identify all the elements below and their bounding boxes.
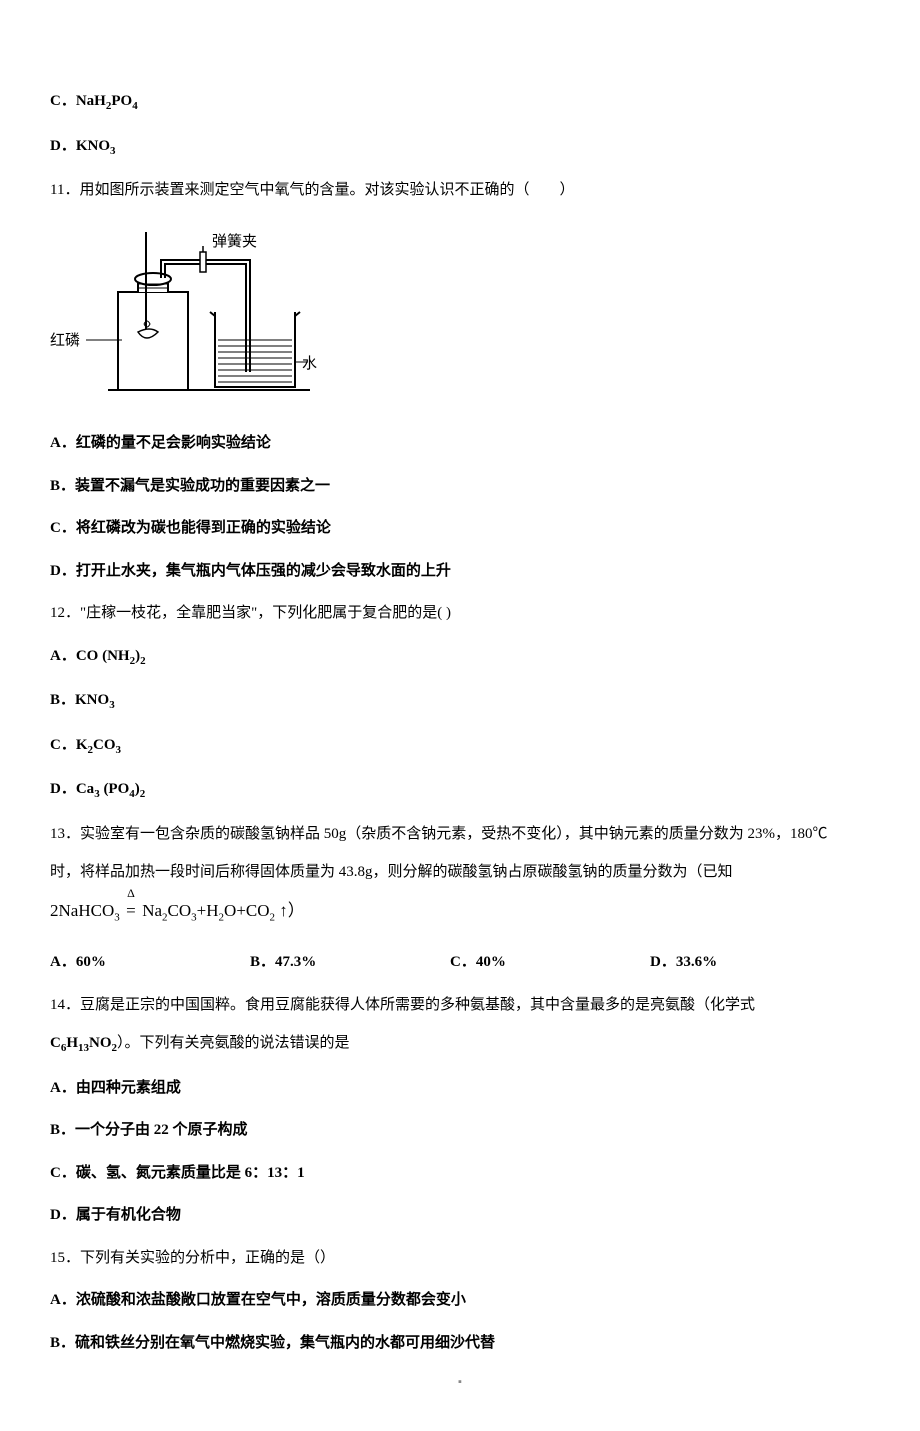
q14-option-b: B．一个分子由 22 个原子构成 — [50, 1119, 870, 1142]
q12-option-d: D．Ca3 (PO4)2 — [50, 778, 870, 803]
q13-eq-r4: +H — [197, 901, 219, 920]
q12-d-p2: (PO — [100, 781, 130, 797]
label-clamp: 弹簧夹 — [212, 233, 257, 250]
q10-optc-p2: PO — [111, 93, 132, 109]
q12-d-prefix: D． — [50, 781, 76, 797]
q11-stem-text: 用如图所示装置来测定空气中氧气的含量。对该实验认识不正确的（ ） — [79, 182, 574, 198]
q15-option-a: A．浓硫酸和浓盐酸敞口放置在空气中，溶质质量分数都会变小 — [50, 1289, 870, 1312]
q15-stem-text: 下列有关实验的分析中，正确的是（） — [80, 1250, 335, 1266]
label-phosphorus: 红磷 — [50, 332, 80, 349]
q13-equation: 2NaHCO3 Δ= Na2CO3+H2O+CO2 ↑） — [50, 898, 870, 926]
q14-s2-p2: 13 — [78, 1042, 89, 1054]
q12-option-b: B．KNO3 — [50, 689, 870, 714]
q12-b-p1: 3 — [109, 699, 115, 711]
q10-optd-p0: KNO — [76, 138, 110, 154]
q13-eq-r7: 2 — [270, 911, 276, 923]
q14-s2-prefix: C — [50, 1035, 61, 1051]
q11-option-b: B．装置不漏气是实验成功的重要因素之一 — [50, 475, 870, 498]
q13-option-c: C．40% — [450, 951, 650, 974]
q11-figure: 弹簧夹 红磷 水 — [50, 222, 870, 415]
q10-optc-p0: NaH — [76, 93, 106, 109]
q11-stem: 11．用如图所示装置来测定空气中氧气的含量。对该实验认识不正确的（ ） — [50, 179, 870, 202]
heating-condition-icon: Δ= — [124, 898, 138, 924]
q12-d-p0: Ca — [76, 781, 94, 797]
q13-options-row: A．60% B．47.3% C．40% D．33.6% — [50, 951, 870, 974]
q11-number: 11． — [50, 182, 79, 198]
q13-eq-close: ） — [288, 901, 305, 920]
q15-stem: 15．下列有关实验的分析中，正确的是（） — [50, 1247, 870, 1270]
q12-option-c: C．K2CO3 — [50, 734, 870, 759]
q14-option-c: C．碳、氢、氮元素质量比是 6：13：1 — [50, 1162, 870, 1185]
q13-stem-line2: 时，将样品加热一段时间后称得固体质量为 43.8g，则分解的碳酸氢钠占原碳酸氢钠… — [50, 861, 870, 884]
q11-option-d: D．打开止水夹，集气瓶内气体压强的减少会导致水面的上升 — [50, 560, 870, 583]
q12-b-prefix: B． — [50, 692, 75, 708]
q15-option-b: B．硫和铁丝分别在氧气中燃烧实验，集气瓶内的水都可用细沙代替 — [50, 1332, 870, 1355]
page-marker: ▪ — [50, 1374, 870, 1391]
q11-option-a: A．红磷的量不足会影响实验结论 — [50, 432, 870, 455]
q10-option-c: C．NaH2PO4 — [50, 90, 870, 115]
q14-s2-p1: H — [66, 1035, 78, 1051]
q10-optd-prefix: D． — [50, 138, 76, 154]
q10-optc-p3: 4 — [132, 100, 138, 112]
q14-s2-p3: NO — [89, 1035, 112, 1051]
q12-c-p2: CO — [93, 737, 116, 753]
q12-a-p3: 2 — [140, 655, 146, 667]
q13-option-b: B．47.3% — [250, 951, 450, 974]
q12-a-p0: CO (NH — [76, 648, 130, 664]
q12-b-p0: KNO — [75, 692, 109, 708]
q13-eq-r6: O+CO — [224, 901, 269, 920]
q14-option-a: A．由四种元素组成 — [50, 1077, 870, 1100]
apparatus-diagram-icon: 弹簧夹 红磷 水 — [50, 222, 320, 407]
q11-option-c: C．将红磷改为碳也能得到正确的实验结论 — [50, 517, 870, 540]
q14-stem1-text: 豆腐是正宗的中国国粹。食用豆腐能获得人体所需要的多种氨基酸，其中含量最多的是亮氨… — [80, 997, 755, 1013]
q13-option-a: A．60% — [50, 951, 250, 974]
q13-eq-r2: CO — [168, 901, 192, 920]
q12-c-p3: 3 — [116, 744, 122, 756]
q10-option-d: D．KNO3 — [50, 135, 870, 160]
q14-option-d: D．属于有机化合物 — [50, 1204, 870, 1227]
q12-c-p0: K — [76, 737, 88, 753]
q13-eq-r0: Na — [142, 901, 162, 920]
q13-eq-arrow: ↑ — [279, 901, 288, 920]
q14-stem-line1: 14．豆腐是正宗的中国国粹。食用豆腐能获得人体所需要的多种氨基酸，其中含量最多的… — [50, 994, 870, 1017]
q13-number: 13． — [50, 826, 80, 842]
q12-option-a: A．CO (NH2)2 — [50, 645, 870, 670]
q14-stem-line2: C6H13NO2）。下列有关亮氨酸的说法错误的是 — [50, 1032, 870, 1057]
q12-c-prefix: C． — [50, 737, 76, 753]
q13-eq-l1: 3 — [114, 911, 120, 923]
q10-optc-prefix: C． — [50, 93, 76, 109]
q12-stem-text: "庄稼一枝花，全靠肥当家"，下列化肥属于复合肥的是( ) — [80, 605, 451, 621]
q10-optd-p1: 3 — [110, 145, 116, 157]
q12-d-p5: 2 — [140, 788, 146, 800]
q13-stem1-text: 实验室有一包含杂质的碳酸氢钠样品 50g（杂质不含钠元素，受热不变化），其中钠元… — [80, 826, 828, 842]
q13-eq-l0: 2NaHCO — [50, 901, 114, 920]
q12-number: 12． — [50, 605, 80, 621]
q12-stem: 12．"庄稼一枝花，全靠肥当家"，下列化肥属于复合肥的是( ) — [50, 602, 870, 625]
q14-s2-suffix: ）。下列有关亮氨酸的说法错误的是 — [117, 1035, 350, 1051]
q13-option-d: D．33.6% — [650, 951, 850, 974]
q15-number: 15． — [50, 1250, 80, 1266]
q12-a-prefix: A． — [50, 648, 76, 664]
q13-stem-line1: 13．实验室有一包含杂质的碳酸氢钠样品 50g（杂质不含钠元素，受热不变化），其… — [50, 823, 870, 846]
label-water: 水 — [302, 355, 317, 372]
q14-number: 14． — [50, 997, 80, 1013]
